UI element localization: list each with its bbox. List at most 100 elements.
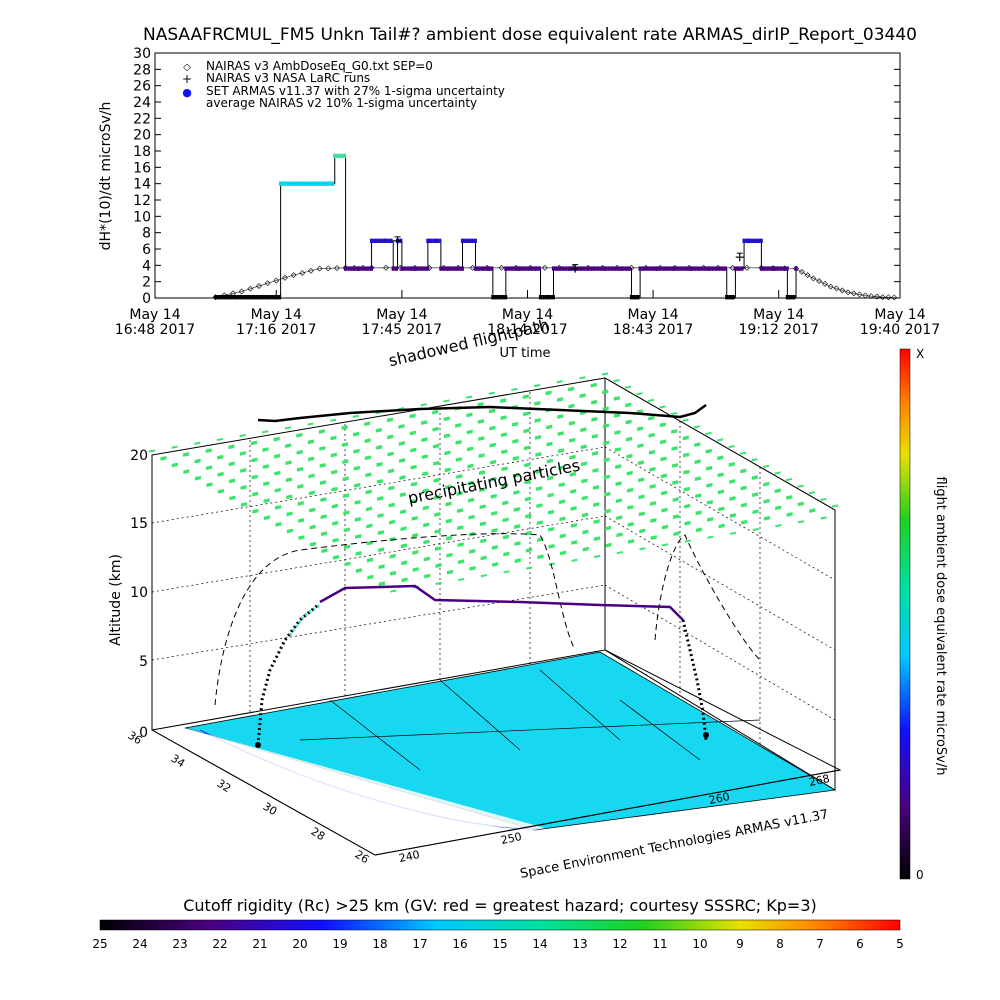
particle-dash	[274, 504, 282, 509]
particle-dash	[399, 493, 406, 497]
particle-dash	[557, 415, 564, 419]
series-armas-point	[279, 181, 283, 186]
particle-dash	[740, 502, 748, 506]
series-armas-point	[500, 294, 505, 300]
particle-dash	[648, 451, 656, 455]
series-armas-point	[255, 294, 259, 300]
particle-dash	[399, 492, 407, 496]
particle-dash	[514, 542, 521, 546]
particle-dash	[409, 413, 416, 417]
particle-dash	[763, 515, 771, 520]
shadow-flight-track	[257, 403, 707, 423]
particle-dash	[251, 459, 258, 463]
series-armas-point	[460, 238, 465, 244]
particle-dash	[479, 521, 487, 525]
particle-dash	[330, 435, 337, 439]
particle-dash	[443, 417, 450, 422]
particle-dash	[286, 511, 293, 515]
particle-dash	[556, 380, 563, 384]
particle-dash	[660, 475, 667, 479]
particle-dash	[570, 489, 577, 493]
particle-dash	[672, 497, 679, 501]
particle-dash	[376, 462, 383, 466]
particle-dash	[559, 552, 567, 556]
particle-dash	[171, 464, 179, 468]
series-armas-point	[230, 294, 234, 300]
series-armas-point	[685, 266, 690, 271]
particle-dash	[536, 520, 544, 524]
altitude-tick-label: 5	[139, 654, 148, 670]
particle-dash	[579, 394, 586, 398]
particle-dash	[331, 503, 339, 508]
particle-dash	[422, 488, 429, 492]
particle-dash	[649, 484, 656, 488]
series-armas-point	[690, 266, 694, 271]
particle-dash	[443, 399, 450, 403]
particle-dash	[206, 482, 213, 486]
particle-dash	[433, 496, 441, 500]
series-armas-point	[258, 294, 262, 300]
particle-dash	[251, 491, 259, 495]
particle-dash	[330, 418, 337, 422]
particle-dash	[614, 465, 622, 469]
series-armas-point	[682, 266, 686, 271]
particle-dash	[273, 453, 281, 457]
particle-dash	[275, 523, 282, 527]
particle-dash	[580, 445, 587, 450]
particle-dash	[354, 518, 361, 522]
particle-dash	[412, 551, 419, 555]
particle-dash	[412, 568, 419, 572]
particle-dash	[420, 421, 428, 425]
series-nairas-ambdose-point	[810, 275, 817, 282]
particle-dash	[627, 523, 634, 527]
particle-dash	[512, 440, 519, 444]
particle-dash	[705, 448, 713, 453]
particle-dash	[388, 519, 396, 523]
particle-dash	[228, 444, 235, 448]
particle-dash	[591, 434, 599, 438]
series-armas-point	[321, 181, 325, 186]
particle-dash	[500, 415, 507, 419]
precipitating-particles-field	[148, 372, 839, 593]
particle-dash	[568, 405, 575, 409]
particle-dash	[683, 471, 690, 475]
particle-dash	[522, 412, 530, 417]
series-armas-point	[422, 266, 427, 271]
particle-dash	[615, 516, 623, 521]
particle-dash	[251, 474, 258, 478]
particle-dash	[593, 502, 600, 506]
particle-dash	[514, 524, 521, 528]
series-armas-point	[785, 294, 789, 300]
particle-dash	[353, 484, 361, 488]
particle-dash	[615, 499, 622, 504]
series-armas-point	[311, 181, 315, 186]
particle-dash	[433, 460, 440, 465]
x-tick-label: May 14	[874, 307, 925, 323]
particle-dash	[468, 516, 475, 520]
particle-dash	[774, 488, 782, 492]
particle-dash	[627, 522, 634, 526]
particle-dash	[480, 538, 487, 542]
series-nairas-ambdose-point	[498, 264, 505, 271]
particle-dash	[547, 475, 554, 479]
particle-dash	[355, 569, 363, 573]
particle-dash	[432, 409, 439, 413]
latitude-tick-label: 34	[168, 752, 187, 770]
particle-dash	[434, 513, 441, 517]
particle-dash	[331, 522, 339, 526]
series-armas-line	[215, 155, 797, 298]
particle-dash	[762, 483, 770, 487]
particle-dash	[422, 506, 429, 511]
particle-dash	[490, 476, 497, 481]
series-armas-point	[382, 238, 387, 244]
latitude-tick-label: 32	[214, 777, 233, 795]
particle-dash	[342, 477, 349, 482]
particle-dash	[455, 475, 463, 479]
particle-dash	[263, 516, 271, 521]
particle-dash	[525, 547, 533, 552]
series-armas-point	[538, 294, 543, 300]
particle-dash	[389, 536, 396, 541]
particle-dash	[398, 459, 406, 463]
particle-dash	[342, 493, 350, 497]
